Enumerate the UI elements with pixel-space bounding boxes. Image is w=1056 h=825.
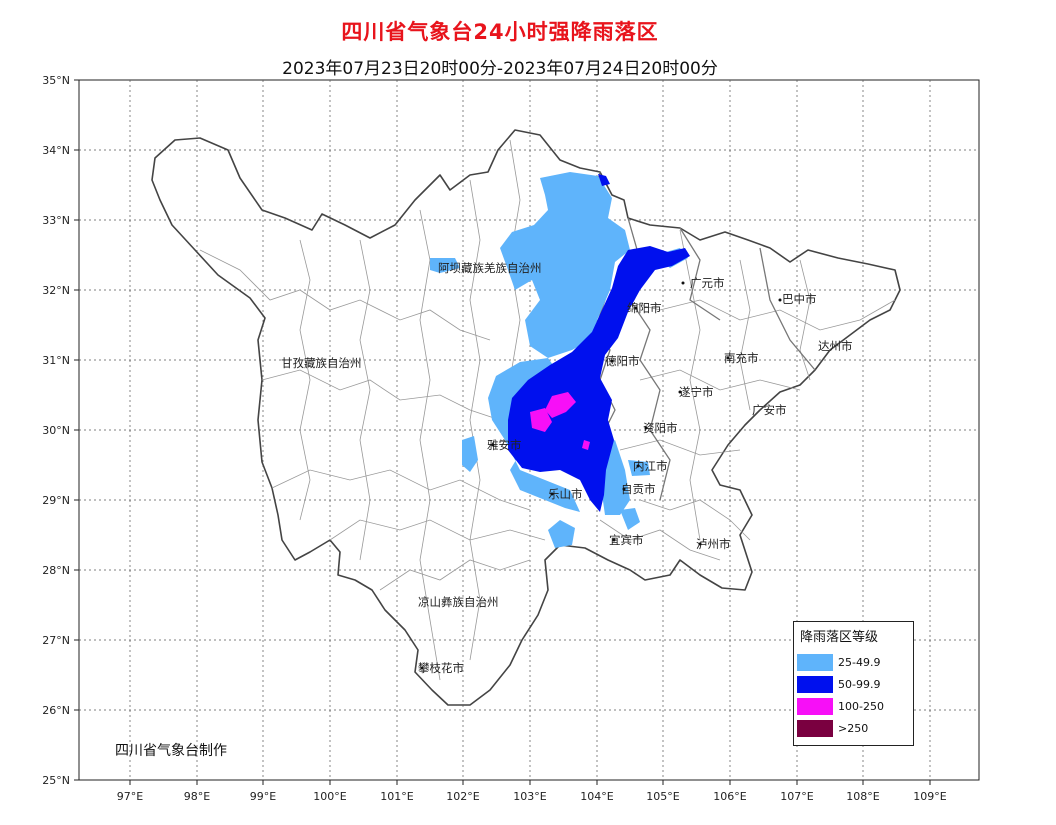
lon-label: 101°E bbox=[380, 790, 413, 803]
lon-label: 99°E bbox=[250, 790, 276, 803]
city-label: 自贡市 bbox=[621, 482, 656, 496]
lat-label: 31°N bbox=[42, 354, 70, 367]
city-label: 广安市 bbox=[752, 403, 787, 417]
legend-label: 25-49.9 bbox=[838, 655, 881, 669]
city-label: 广元市 bbox=[690, 276, 725, 290]
city-label: 凉山彝族自治州 bbox=[418, 595, 499, 609]
axis-ticks bbox=[74, 79, 931, 785]
lat-label: 32°N bbox=[42, 284, 70, 297]
legend-item: 25-49.9 bbox=[797, 651, 913, 673]
legend-item: 50-99.9 bbox=[797, 673, 913, 695]
legend-item: 100-250 bbox=[797, 695, 913, 717]
lat-label: 35°N bbox=[42, 74, 70, 87]
legend-swatch bbox=[797, 697, 833, 715]
city-label: 遂宁市 bbox=[679, 385, 714, 399]
lon-label: 107°E bbox=[780, 790, 813, 803]
lon-label: 109°E bbox=[913, 790, 946, 803]
city-label: 泸州市 bbox=[696, 537, 731, 551]
city-label: 资阳市 bbox=[643, 421, 678, 435]
city-dots bbox=[420, 281, 782, 670]
city-label: 绵阳市 bbox=[627, 301, 662, 315]
lat-label: 30°N bbox=[42, 424, 70, 437]
legend-item: >250 bbox=[797, 717, 913, 739]
lon-label: 97°E bbox=[117, 790, 143, 803]
city-label: 阿坝藏族羌族自治州 bbox=[438, 261, 542, 275]
city-label: 达州市 bbox=[818, 339, 853, 353]
legend-label: >250 bbox=[838, 721, 869, 735]
legend-swatch bbox=[797, 675, 833, 693]
rain-25-49 bbox=[430, 172, 688, 548]
lon-label: 104°E bbox=[580, 790, 613, 803]
lat-label: 33°N bbox=[42, 214, 70, 227]
city-label: 雅安市 bbox=[487, 438, 522, 452]
city-label: 攀枝花市 bbox=[418, 661, 464, 675]
lon-label: 108°E bbox=[846, 790, 879, 803]
province-outline bbox=[151, 129, 901, 706]
legend: 降雨落区等级 25-49.9 50-99.9 100-250 >250 bbox=[793, 621, 914, 746]
legend-label: 50-99.9 bbox=[838, 677, 881, 691]
lon-label: 98°E bbox=[184, 790, 210, 803]
map-subtitle: 2023年07月23日20时00分-2023年07月24日20时00分 bbox=[282, 59, 718, 79]
legend-swatch bbox=[797, 653, 833, 671]
city-label: 德阳市 bbox=[605, 354, 640, 368]
map-credit: 四川省气象台制作 bbox=[115, 743, 227, 759]
lat-label: 25°N bbox=[42, 774, 70, 787]
city-label: 宜宾市 bbox=[609, 533, 644, 547]
rain-100-250 bbox=[530, 392, 590, 450]
lat-label: 27°N bbox=[42, 634, 70, 647]
city-label: 巴中市 bbox=[782, 292, 817, 306]
city-label: 甘孜藏族自治州 bbox=[281, 356, 362, 370]
legend-label: 100-250 bbox=[838, 699, 884, 713]
lon-label: 106°E bbox=[713, 790, 746, 803]
legend-title: 降雨落区等级 bbox=[800, 630, 879, 645]
lat-label: 34°N bbox=[42, 144, 70, 157]
legend-swatch bbox=[797, 719, 833, 737]
rain-50-99 bbox=[508, 174, 690, 512]
lon-label: 103°E bbox=[513, 790, 546, 803]
city-label: 乐山市 bbox=[548, 487, 583, 501]
lat-label: 28°N bbox=[42, 564, 70, 577]
city-label: 内江市 bbox=[633, 459, 668, 473]
city-label: 南充市 bbox=[724, 351, 759, 365]
lon-label: 102°E bbox=[446, 790, 479, 803]
map-title: 四川省气象台24小时强降雨落区 bbox=[341, 20, 659, 44]
lat-label: 26°N bbox=[42, 704, 70, 717]
lon-label: 105°E bbox=[646, 790, 679, 803]
lat-label: 29°N bbox=[42, 494, 70, 507]
lon-label: 100°E bbox=[313, 790, 346, 803]
